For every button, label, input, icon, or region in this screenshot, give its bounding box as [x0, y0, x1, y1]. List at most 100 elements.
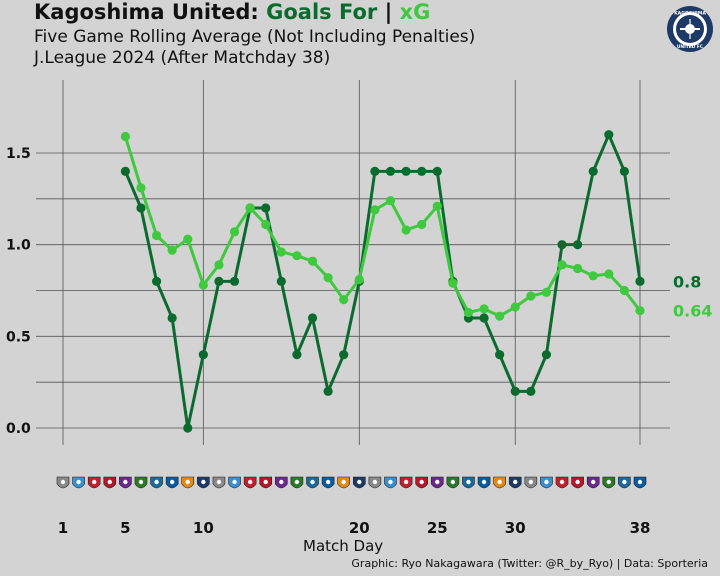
data-point-goals-for [604, 130, 614, 140]
opponent-badge-emblem-icon [481, 479, 487, 485]
data-point-goals-for [541, 350, 552, 360]
x-tick-label: 20 [349, 519, 370, 537]
data-point-goals-for [307, 313, 318, 323]
opponent-badge-emblem-icon [466, 479, 471, 485]
y-tick-label: 0.5 [6, 329, 31, 345]
end-label-goals-for: 0.8 [673, 272, 701, 291]
data-point-goals-for [292, 350, 302, 360]
opponent-badge-emblem-icon [138, 479, 144, 485]
x-tick-label: 25 [427, 519, 448, 537]
data-point-xg [495, 311, 505, 321]
x-tick-label: 10 [193, 519, 214, 537]
axis-ticks: 0.0 0.5 1.0 1.5 1 5 10 20 25 30 38 [6, 146, 650, 537]
data-point-xg [339, 295, 349, 305]
data-point-goals-for [557, 240, 567, 250]
chart-subtitle: Five Game Rolling Average (Not Including… [34, 27, 476, 47]
data-point-goals-for [136, 203, 146, 213]
data-point-xg [307, 256, 318, 266]
data-point-xg [167, 245, 177, 255]
opponent-badge-emblem-icon [435, 479, 440, 485]
grid-lines [36, 80, 670, 445]
x-tick-label: 30 [505, 519, 526, 537]
opponent-badge-emblem-icon [263, 479, 268, 485]
data-point-xg [510, 302, 520, 312]
data-point-xg [214, 260, 224, 270]
data-point-xg [385, 196, 396, 206]
opponent-badge-emblem-icon [341, 479, 346, 485]
data-point-goals-for [229, 276, 240, 286]
data-point-goals-for [370, 166, 380, 176]
x-tick-label: 38 [630, 519, 651, 537]
kagoshima-united-crest-icon: KAGOSHIMA UNITED FC [667, 6, 713, 52]
chart-subtitle-season: J.League 2024 (After Matchday 38) [34, 48, 331, 68]
opponent-badge-emblem-icon [216, 479, 222, 485]
data-point-xg [448, 278, 458, 288]
data-point-goals-for [401, 166, 411, 176]
data-point-goals-for [417, 166, 427, 176]
data-point-goals-for [635, 276, 645, 286]
y-tick-label: 0.0 [6, 421, 31, 437]
data-point-xg [417, 219, 427, 230]
opponent-badge-emblem-icon [123, 479, 128, 485]
x-axis-label: Match Day [303, 537, 384, 555]
data-point-goals-for [120, 166, 130, 176]
data-point-xg [136, 183, 146, 193]
x-tick-label: 1 [58, 519, 68, 537]
data-point-xg [573, 263, 583, 274]
opponent-badge-emblem-icon [247, 479, 253, 485]
opponent-badge-emblem-icon [544, 479, 549, 485]
x-tick-label: 5 [120, 519, 130, 537]
opponent-badge-emblem-icon [201, 479, 206, 485]
opponent-badge-emblem-icon [325, 479, 331, 485]
data-point-xg [229, 227, 240, 237]
data-point-xg [432, 201, 442, 211]
data-point-xg [526, 291, 536, 301]
data-point-xg [151, 230, 162, 241]
data-point-goals-for [619, 166, 630, 176]
opponent-badge-emblem-icon [419, 479, 424, 485]
y-tick-label: 1.0 [6, 238, 31, 254]
data-point-xg [292, 251, 302, 261]
data-point-xg [635, 306, 645, 316]
opponent-badge-emblem-icon [450, 479, 456, 485]
opponent-badge-emblem-icon [107, 479, 112, 485]
data-point-xg [619, 285, 630, 296]
opponent-badge-emblem-icon [606, 479, 612, 485]
data-point-goals-for [573, 240, 583, 250]
logo-text-bottom: UNITED FC [677, 44, 703, 50]
opponent-badge-emblem-icon [357, 479, 362, 485]
opponent-badge-emblem-icon [622, 479, 627, 485]
data-point-xg [276, 247, 286, 257]
opponent-badge-emblem-icon [232, 479, 237, 485]
data-point-goals-for [526, 386, 536, 396]
data-point-goals-for [261, 203, 271, 213]
data-point-xg [588, 271, 598, 281]
title-goals-for: Goals For [266, 0, 378, 24]
data-point-xg [183, 234, 193, 244]
data-point-goals-for [151, 276, 162, 286]
opponent-badge-emblem-icon [513, 479, 518, 485]
title-separator: | [384, 0, 393, 24]
data-point-goals-for [167, 313, 177, 323]
opponent-badge-emblem-icon [528, 479, 534, 485]
data-point-goals-for [339, 350, 349, 360]
data-point-xg [245, 203, 255, 213]
opponent-badge-emblem-icon [279, 479, 284, 485]
data-point-xg [463, 307, 474, 318]
opponent-badge-emblem-icon [169, 479, 175, 485]
credit-text: Graphic: Ryo Nakagawara (Twitter: @R_by_… [351, 557, 708, 570]
opponent-badge-emblem-icon [591, 479, 596, 485]
series-lines [120, 130, 645, 433]
opponent-badge-emblem-icon [154, 479, 159, 485]
opponent-badge-emblem-icon [294, 479, 300, 485]
data-point-xg [323, 273, 333, 283]
opponent-badge-emblem-icon [310, 479, 315, 485]
data-point-goals-for [183, 423, 193, 433]
data-point-xg [198, 280, 208, 290]
data-point-xg [479, 304, 489, 314]
series-line-goals-for [123, 133, 642, 430]
data-point-goals-for [214, 276, 224, 286]
data-point-xg [120, 131, 130, 142]
opponent-badge-emblem-icon [637, 479, 643, 485]
